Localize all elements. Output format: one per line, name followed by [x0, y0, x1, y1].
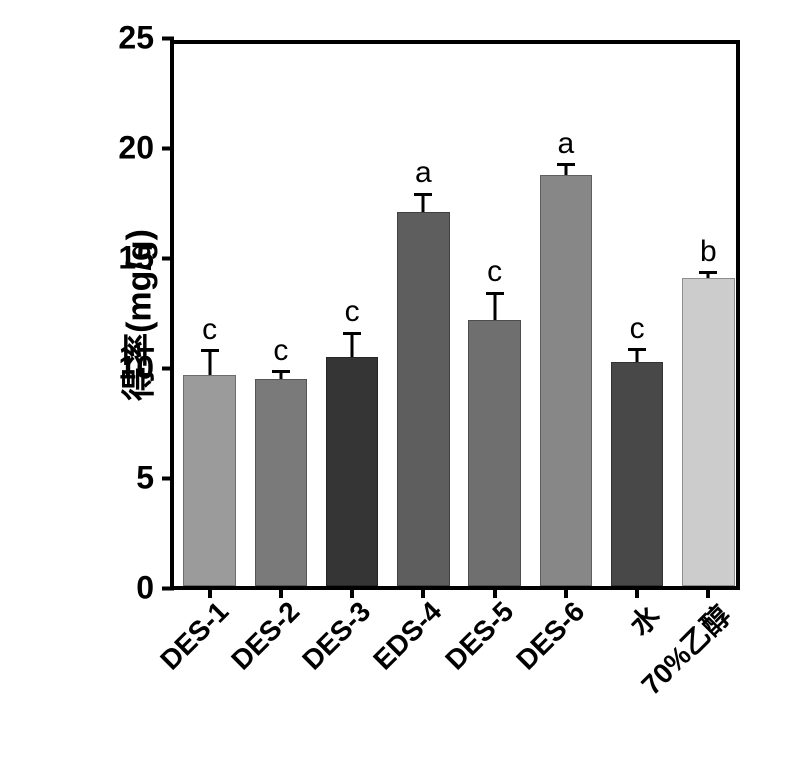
y-tick-label: 5 [136, 460, 162, 497]
y-tick: 10 [118, 350, 174, 387]
error-bar-cap [343, 332, 361, 335]
error-bar-cap [628, 348, 646, 351]
y-tick-label: 20 [118, 130, 162, 167]
bar [397, 212, 450, 586]
y-tick-mark [162, 366, 174, 370]
y-tick-mark [162, 256, 174, 260]
bar [326, 357, 379, 586]
significance-letter: c [202, 313, 217, 347]
y-tick-mark [162, 36, 174, 40]
y-tick-mark [162, 476, 174, 480]
significance-letter: a [558, 127, 575, 161]
error-bar-cap [414, 193, 432, 196]
error-bar-line [208, 351, 211, 375]
bar-chart: 得率(mg/g) 0510152025cDES-1cDES-2cDES-3aED… [40, 20, 760, 740]
bar [468, 320, 521, 586]
y-tick: 20 [118, 130, 174, 167]
bar [183, 375, 236, 586]
y-tick: 25 [118, 20, 174, 57]
error-bar-cap [272, 370, 290, 373]
y-tick-label: 10 [118, 350, 162, 387]
error-bar-cap [699, 271, 717, 274]
significance-letter: c [345, 295, 360, 329]
error-bar-cap [557, 163, 575, 166]
bar [611, 362, 664, 586]
bar [540, 175, 593, 586]
y-tick: 15 [118, 240, 174, 277]
y-tick-label: 0 [136, 570, 162, 607]
bar [682, 278, 735, 586]
error-bar-line [422, 194, 425, 212]
error-bar-cap [201, 349, 219, 352]
error-bar-cap [486, 292, 504, 295]
y-tick: 5 [136, 460, 174, 497]
error-bar-line [636, 350, 639, 362]
significance-letter: c [273, 334, 288, 368]
plot-area: 0510152025cDES-1cDES-2cDES-3aEDS-4cDES-5… [170, 40, 740, 590]
significance-letter: c [630, 312, 645, 346]
y-tick-label: 15 [118, 240, 162, 277]
y-tick: 0 [136, 570, 174, 607]
significance-letter: c [487, 255, 502, 289]
y-tick-mark [162, 146, 174, 150]
y-tick-mark [162, 586, 174, 590]
significance-letter: a [415, 156, 432, 190]
bar [255, 379, 308, 586]
error-bar-line [493, 293, 496, 319]
error-bar-line [351, 333, 354, 357]
y-tick-label: 25 [118, 20, 162, 57]
significance-letter: b [700, 235, 717, 269]
